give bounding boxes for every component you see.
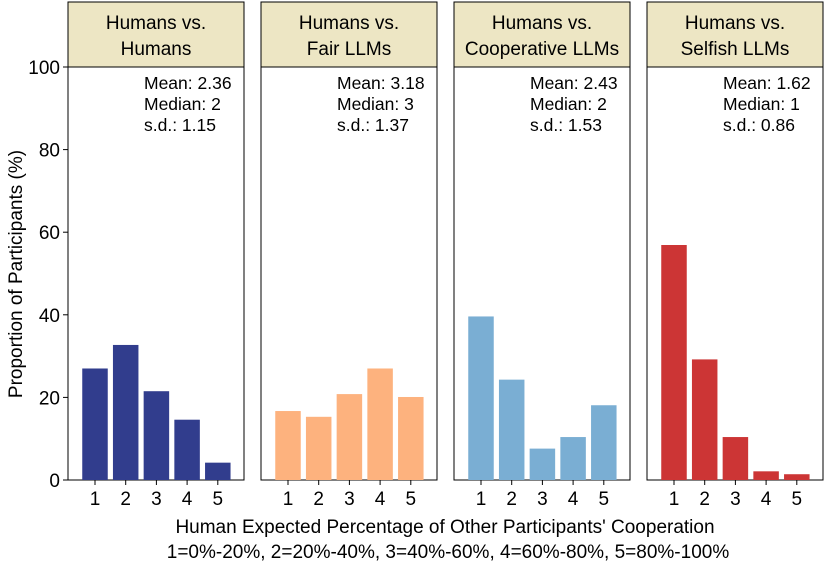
panel-stat: Mean: 1.62 [723,73,811,93]
bar [205,462,231,480]
panel-title-line1: Humans vs. [299,13,399,34]
bar [591,405,617,480]
x-tick-label: 3 [730,489,741,510]
x-tick-label: 1 [90,489,101,510]
y-axis: 0 20 40 60 80 100 [28,58,68,492]
panel-stat: s.d.: 1.37 [337,115,409,135]
y-axis-title: Proportion of Participants (%) [6,150,27,398]
panel-stat: Mean: 2.36 [144,73,232,93]
bar [336,394,363,480]
panel-title-line1: Humans vs. [685,13,785,34]
bar [722,437,749,480]
x-tick-label: 4 [375,489,386,510]
bar [305,416,332,480]
y-tick-label: 40 [39,306,60,327]
y-tick-label: 60 [39,223,60,244]
bar [498,379,525,480]
panel-stat: Median: 2 [530,94,607,114]
x-tick-label: 5 [213,489,224,510]
x-tick-label: 2 [120,489,131,510]
panel-stat: s.d.: 1.53 [530,115,602,135]
bar [143,391,170,480]
x-tick-label: 3 [537,489,548,510]
bar [560,437,586,480]
x-tick-label: 4 [182,489,193,510]
bar [753,471,779,480]
panel-title-line1: Humans vs. [492,13,592,34]
bar [468,316,494,480]
x-tick-label: 1 [669,489,680,510]
x-tick-label: 2 [313,489,324,510]
panel-stat: Median: 1 [723,94,800,114]
x-tick-label: 4 [568,489,579,510]
x-tick-label: 2 [506,489,517,510]
y-tick-label: 80 [39,141,60,162]
panel-stat: Mean: 2.43 [530,73,618,93]
x-axis-title: Human Expected Percentage of Other Parti… [175,517,714,538]
x-tick-label: 1 [283,489,294,510]
panel-4: Humans vs. Selfish LLMs Mean: 1.62Median: … [646,1,824,510]
bar [661,245,687,480]
bar [691,359,718,480]
panel-stat: s.d.: 1.15 [144,115,216,135]
panel-stat: Mean: 3.18 [337,73,425,93]
y-tick-label: 100 [28,58,60,79]
x-tick-label: 5 [599,489,610,510]
panel-title-line2: Cooperative LLMs [465,39,619,60]
x-tick-label: 3 [344,489,355,510]
panel-stat: Median: 3 [337,94,414,114]
bar [398,396,424,480]
panel-header [453,1,631,68]
x-tick-label: 1 [476,489,487,510]
x-tick-label: 2 [699,489,710,510]
bar [367,368,393,480]
panel-stat: Median: 2 [144,94,221,114]
x-axis-subtitle: 1=0%-20%, 2=20%-40%, 3=40%-60%, 4=60%-80… [167,542,730,563]
x-tick-label: 3 [151,489,162,510]
y-tick-label: 0 [49,471,60,492]
x-tick-label: 5 [792,489,803,510]
x-tick-label: 5 [406,489,417,510]
bar [174,419,200,480]
bar [529,448,556,480]
panel-stat: s.d.: 0.86 [723,115,795,135]
panel-header [260,1,438,68]
panel-header [646,1,824,68]
panel-3: Humans vs. Cooperative LLMs Mean: 2.43Medi… [453,1,631,510]
panel-title-line1: Humans vs. [106,13,206,34]
y-tick-label: 20 [39,388,60,409]
x-tick-label: 4 [761,489,772,510]
bar [784,474,810,480]
panel-title-line2: Selfish LLMs [681,39,790,60]
panel-title-line2: Humans [121,39,192,60]
bar [82,368,108,480]
panel-title-line2: Fair LLMs [307,39,391,60]
bar [112,344,139,480]
bar [275,411,301,480]
